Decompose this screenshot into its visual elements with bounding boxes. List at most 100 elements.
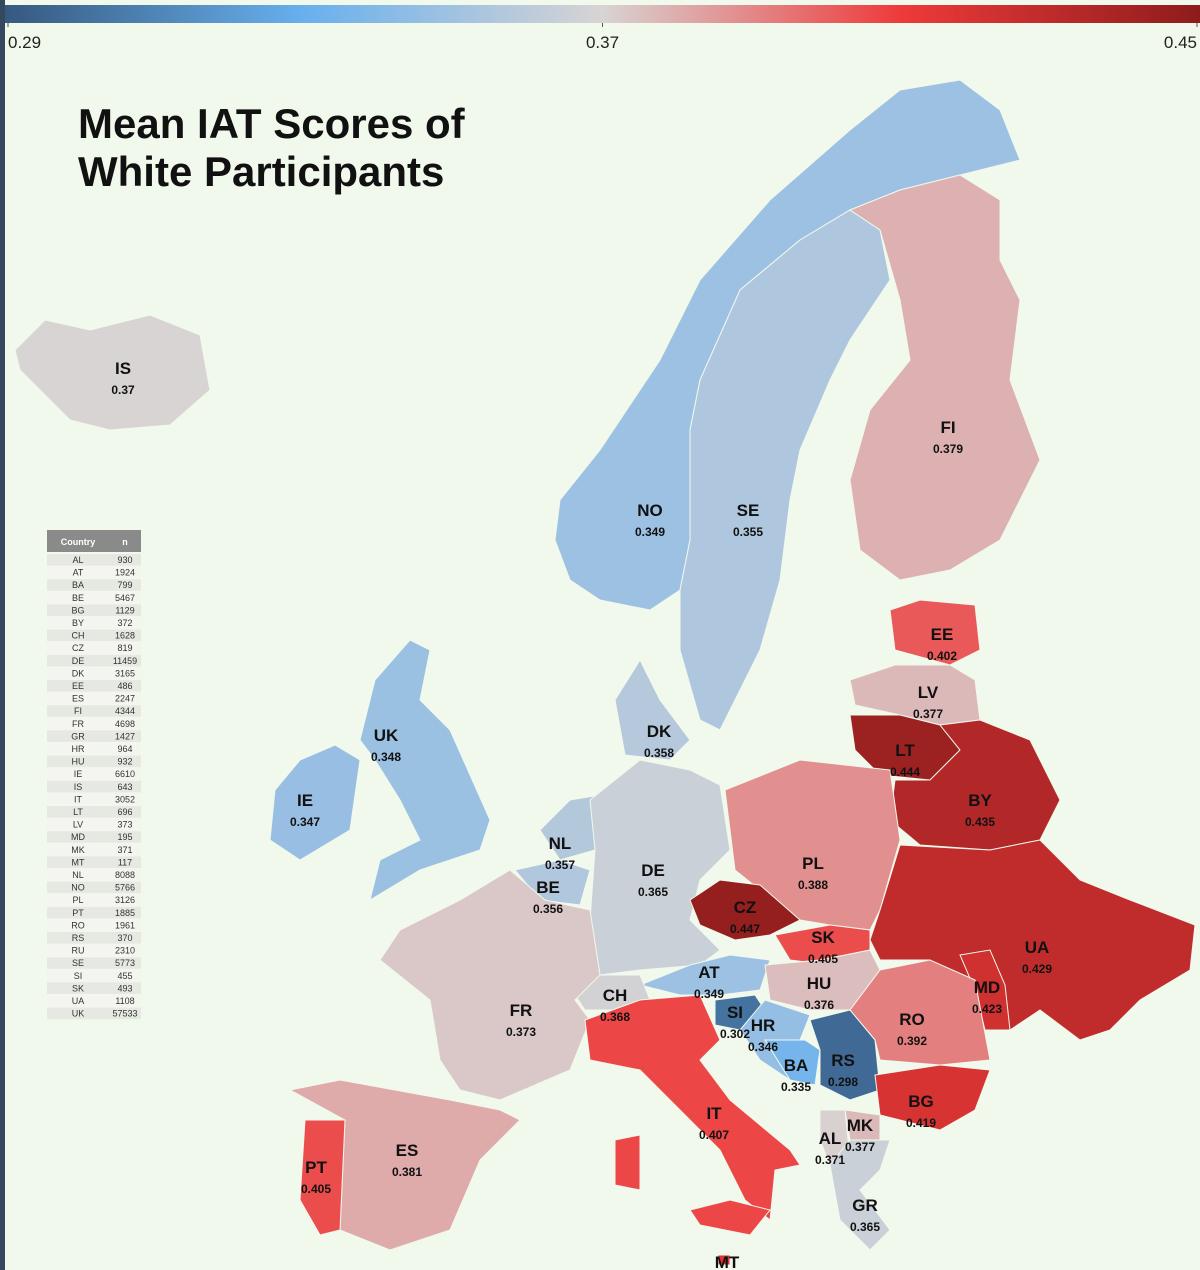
table-cell: 932 [117, 757, 132, 767]
country-shape [717, 1254, 731, 1266]
country-code: NL [549, 834, 572, 853]
country-code: IE [297, 791, 313, 810]
country-code: BY [968, 791, 992, 810]
table-cell: 486 [117, 681, 132, 691]
table-cell: RS [72, 933, 85, 943]
table-row-bg [47, 856, 141, 868]
table-cell: 455 [117, 971, 132, 981]
table-row-bg [47, 717, 141, 730]
country-value: 0.357 [545, 858, 575, 872]
table-row-bg [47, 881, 141, 894]
title: Mean IAT Scores of White Participants [78, 100, 465, 195]
country-value: 0.376 [804, 998, 834, 1012]
country-code: ES [396, 1141, 419, 1160]
table-cell: 1427 [115, 731, 135, 741]
table-cell: GR [71, 731, 85, 741]
table-row-bg [47, 982, 141, 994]
country-value: 0.365 [850, 1220, 880, 1234]
table-cell: EE [72, 681, 84, 691]
country-code: SK [811, 928, 835, 947]
country-value: 0.429 [1022, 962, 1052, 976]
table-row-bg [47, 629, 141, 642]
table-cell: 3052 [115, 794, 135, 804]
table-cell: IS [74, 782, 83, 792]
table-cell: 1108 [115, 996, 134, 1006]
country-code: PT [305, 1158, 327, 1177]
table-row-bg [47, 604, 141, 616]
country-shape [299, 1119, 346, 1236]
table-cell: UA [72, 996, 85, 1006]
table-cell: 1628 [115, 631, 135, 641]
country-value: 0.356 [533, 902, 563, 916]
table-cell: LV [73, 820, 83, 830]
table-cell: BG [71, 605, 84, 615]
table-row-bg [47, 667, 141, 679]
table-row-bg [47, 654, 141, 667]
country-shape [614, 1134, 641, 1191]
country-value: 0.373 [506, 1025, 536, 1039]
country-shape [849, 959, 991, 1066]
table-row-bg [47, 944, 141, 957]
table-cell: MT [72, 857, 85, 867]
country-code: NO [637, 501, 663, 520]
table-row-bg [47, 806, 141, 818]
table-row-bg [47, 843, 141, 856]
table-cell: PL [72, 895, 83, 905]
table-cell: DE [72, 656, 85, 666]
country-shape [614, 658, 691, 761]
table-row-bg [47, 957, 141, 969]
table-row-bg [47, 579, 141, 591]
country-shape [829, 1139, 891, 1251]
country-code: EE [931, 625, 954, 644]
table-cell: 1129 [115, 605, 134, 615]
table-row-bg [47, 755, 141, 768]
country-shape [848, 174, 1041, 581]
table-cell: 1961 [115, 920, 135, 930]
table-cell: 493 [117, 983, 132, 993]
table-cell: 372 [117, 618, 132, 628]
table-row-bg [47, 591, 141, 604]
table-cell: 1885 [115, 908, 135, 918]
table-row-bg [47, 793, 141, 805]
table-cell: 8088 [115, 870, 135, 880]
table-cell: FI [74, 706, 82, 716]
table-cell: CH [72, 631, 85, 641]
table-cell: 4698 [115, 719, 135, 729]
country-code: BE [536, 878, 560, 897]
table-header: Country [61, 537, 96, 547]
table-cell: 5467 [115, 593, 135, 603]
table-cell: 964 [117, 744, 132, 754]
table-cell: CZ [72, 643, 84, 653]
table-cell: IT [74, 794, 83, 804]
country-value: 0.447 [730, 922, 760, 936]
country-value: 0.377 [845, 1140, 875, 1154]
country-value: 0.405 [301, 1182, 331, 1196]
country-value: 0.368 [600, 1010, 630, 1024]
table-cell: BE [72, 593, 84, 603]
country-shape [359, 639, 491, 902]
country-value: 0.346 [748, 1040, 778, 1054]
country-shape [889, 599, 981, 666]
table-row-bg [47, 780, 141, 793]
table-cell: IE [74, 769, 83, 779]
table-row-bg [47, 692, 141, 705]
table-cell: 373 [117, 820, 132, 830]
table-cell: 4344 [115, 706, 135, 716]
country-value: 0.405 [808, 952, 838, 966]
country-code: CZ [734, 898, 757, 917]
table-cell: RO [71, 920, 85, 930]
country-value: 0.407 [699, 1128, 729, 1142]
country-code: IS [115, 359, 131, 378]
table-row-bg [47, 566, 141, 579]
table-cell: AL [72, 555, 83, 565]
country-value: 0.377 [913, 707, 943, 721]
table-row-bg [47, 919, 141, 931]
table-cell: BA [72, 580, 84, 590]
country-value: 0.349 [694, 987, 724, 1001]
country-value: 0.335 [781, 1080, 811, 1094]
table-cell: DK [72, 668, 85, 678]
table-row-bg [47, 743, 141, 755]
country-value: 0.358 [644, 746, 674, 760]
table-cell: SK [72, 983, 84, 993]
